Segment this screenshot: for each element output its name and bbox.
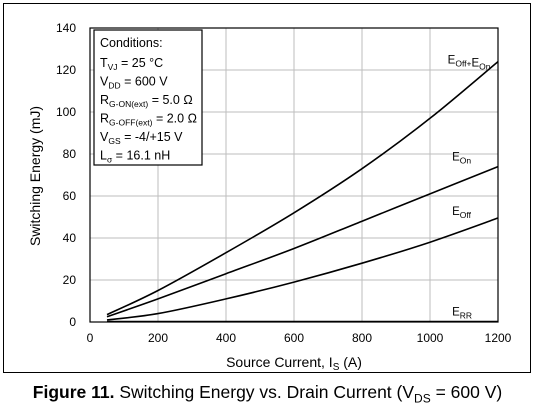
- curve-eon: [106, 165, 499, 318]
- x-tick-label: 800: [352, 331, 372, 345]
- y-tick-label: 60: [63, 189, 77, 203]
- x-tick-label: 600: [284, 331, 304, 345]
- x-tick-label: 200: [148, 331, 168, 345]
- figure-caption: Figure 11. Switching Energy vs. Drain Cu…: [0, 382, 535, 406]
- x-tick-label: 1200: [485, 331, 512, 345]
- x-tick-label: 0: [87, 331, 94, 345]
- conditions-box-border: [93, 29, 203, 166]
- condition-line: Lσ = 16.1 nH: [100, 149, 170, 165]
- condition-line: TVJ = 25 °C: [100, 56, 163, 72]
- y-tick-label: 140: [56, 21, 76, 35]
- tick-layer: 0 200 400 600 800 1000 1200 0 20 40 60 80 100 120 140: [56, 21, 512, 345]
- chart-frame: [3, 3, 531, 373]
- condition-line: RG-OFF(ext) = 2.0 Ω: [100, 112, 197, 128]
- y-tick-label: 20: [63, 273, 77, 287]
- x-tick-label: 1000: [417, 331, 444, 345]
- condition-line: RG-ON(ext) = 5.0 Ω: [100, 93, 193, 109]
- conditions-title: Conditions:: [100, 36, 163, 50]
- curve-eoff-eon: [106, 60, 499, 316]
- switching-energy-chart: 0 200 400 600 800 1000 1200020406080100120140 …: [27, 21, 512, 373]
- curve-label-layer: EOff+EOn EOn EOff ERR: [448, 55, 491, 321]
- x-axis-label: Source Current, IS (A): [226, 354, 362, 373]
- curve-eoff: [106, 217, 499, 321]
- condition-line: VGS = -4/+15 V: [100, 130, 183, 146]
- curve-label-eoff: EOff: [452, 206, 471, 220]
- condition-line: VDD = 600 V: [100, 75, 168, 91]
- y-tick-label: 0: [69, 315, 76, 329]
- y-tick-label: 80: [63, 147, 77, 161]
- y-tick-label: 100: [56, 105, 76, 119]
- conditions-lines: TVJ = 25 °C VDD = 600 V RG-ON(ext) = 5.0 Ω…: [100, 56, 197, 165]
- y-axis-label: Switching Energy (mJ): [27, 106, 43, 246]
- curve-label-eoff-eon: EOff+EOn: [448, 55, 491, 72]
- y-tick-label: 120: [56, 63, 76, 77]
- figure-number: Figure 11.: [32, 382, 115, 402]
- conditions-box: Conditions: TVJ = 25 °C VDD = 600 V RG-ON(…: [93, 29, 203, 166]
- y-tick-label: 40: [63, 231, 77, 245]
- figure-caption-text: Switching Energy vs. Drain Current (VDS …: [119, 382, 503, 406]
- x-tick-label: 400: [216, 331, 236, 345]
- curve-label-err: ERR: [452, 307, 472, 321]
- curve-label-eon: EOn: [452, 151, 471, 165]
- plot-border: [89, 27, 499, 323]
